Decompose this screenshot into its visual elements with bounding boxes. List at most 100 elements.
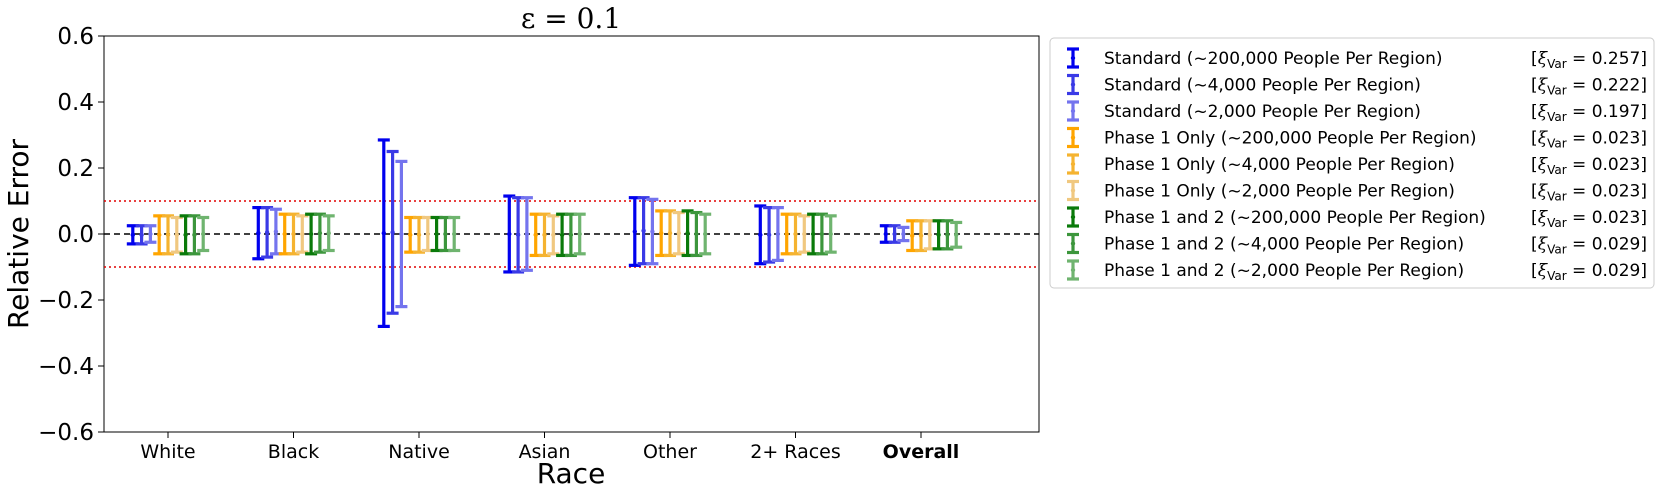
- error-bar-center: [667, 230, 673, 236]
- error-bar: [547, 214, 560, 256]
- error-bar-center: [766, 232, 772, 238]
- error-bar: [386, 149, 399, 315]
- y-axis-ticks: 0.6 0.4 0.2 0.0 −0.2 −0.4 −0.6: [38, 24, 104, 446]
- error-bar-center: [901, 231, 906, 237]
- x-tick-label: Native: [388, 441, 450, 463]
- error-bar: [395, 159, 408, 309]
- error-bar-center: [793, 231, 798, 237]
- error-bar-center: [381, 230, 386, 236]
- error-bar-center: [559, 232, 565, 238]
- error-bar-center: [192, 232, 197, 238]
- x-tick-label: White: [140, 441, 195, 463]
- legend-xi-value: [ξVar = 0.257]: [1531, 49, 1647, 71]
- error-bar-center: [148, 231, 153, 237]
- error-bar: [448, 215, 461, 253]
- error-bar: [573, 212, 586, 256]
- error-bar-center: [775, 231, 781, 237]
- error-bar-center: [650, 229, 655, 234]
- legend-item: Standard (~2,000 People Per Region) [ξVar…: [1067, 100, 1647, 124]
- y-tick-label: −0.4: [38, 354, 94, 380]
- legend-label: Phase 1 Only (~200,000 People Per Region…: [1104, 129, 1477, 149]
- error-bar: [815, 212, 828, 256]
- x-tick-label: Other: [643, 441, 697, 463]
- legend-label: Phase 1 Only (~4,000 People Per Region): [1104, 155, 1455, 175]
- error-bar-center: [703, 231, 708, 237]
- error-bar-center: [810, 231, 816, 237]
- legend-marker-center: [1070, 241, 1076, 246]
- y-tick-label: −0.6: [38, 420, 94, 446]
- error-bar-center: [317, 230, 323, 236]
- legend-item: Standard (~200,000 People Per Region) [ξV…: [1067, 47, 1647, 71]
- error-bar: [941, 219, 954, 251]
- error-bar-center: [434, 231, 439, 237]
- error-bar-center: [282, 231, 287, 237]
- error-bar-center: [300, 231, 305, 237]
- error-bar: [771, 206, 784, 262]
- y-tick-label: 0.0: [57, 222, 94, 248]
- error-bar-center: [507, 231, 512, 237]
- error-bar: [296, 214, 309, 254]
- error-bar: [322, 214, 335, 253]
- error-bar-center: [157, 232, 162, 238]
- error-bar-center: [256, 230, 261, 236]
- error-bar: [538, 212, 551, 258]
- error-bar-center: [945, 232, 950, 238]
- legend-marker-center: [1070, 214, 1076, 220]
- error-bar-center: [927, 232, 932, 238]
- error-bar-center: [264, 230, 270, 235]
- legend-xi-value: [ξVar = 0.023]: [1531, 155, 1647, 177]
- x-tick-label: 2+ Races: [750, 441, 841, 463]
- error-bar-center: [883, 231, 888, 237]
- error-bar-center: [936, 232, 941, 238]
- x-axis-ticks: White Black Native Asian Other 2+ Races Overal…: [140, 432, 959, 463]
- y-tick-label: 0.6: [57, 24, 94, 50]
- error-bar: [798, 214, 811, 254]
- error-bar-center: [819, 231, 825, 237]
- error-bar: [789, 212, 802, 256]
- error-bar-center: [291, 231, 296, 237]
- error-bar-center: [542, 232, 547, 238]
- error-bar: [664, 209, 676, 258]
- error-bar: [261, 206, 274, 259]
- y-tick-label: −0.2: [38, 288, 94, 314]
- error-bar-center: [452, 231, 457, 237]
- error-bar-center: [685, 230, 690, 236]
- error-bar-center: [568, 232, 574, 238]
- legend-label: Phase 1 and 2 (~4,000 People Per Region): [1104, 235, 1464, 255]
- error-bar-center: [632, 229, 637, 234]
- error-bar-center: [408, 232, 413, 238]
- legend-label: Standard (~200,000 People Per Region): [1104, 49, 1443, 69]
- error-bar-center: [174, 232, 179, 238]
- y-tick-label: 0.4: [57, 90, 94, 116]
- error-bar-center: [515, 232, 521, 238]
- error-bar: [888, 224, 901, 244]
- x-axis-label: Race: [537, 457, 606, 490]
- y-axis-label: Relative Error: [2, 138, 35, 329]
- error-bar: [252, 206, 265, 261]
- error-bar-center: [918, 233, 924, 238]
- legend-marker-center: [1070, 55, 1076, 61]
- error-bar-center: [425, 231, 430, 237]
- error-bar: [520, 196, 533, 272]
- error-bar: [144, 224, 157, 244]
- error-bar: [950, 220, 963, 249]
- x-tick-label: Black: [268, 441, 319, 463]
- legend-marker-center: [1070, 82, 1076, 87]
- error-bar-center: [784, 231, 789, 237]
- error-bar: [197, 215, 210, 253]
- error-bar: [564, 212, 577, 258]
- legend-marker-center: [1070, 108, 1076, 114]
- error-bar-center: [390, 230, 395, 235]
- error-bar-center: [551, 232, 556, 238]
- error-bar-center: [533, 232, 538, 238]
- error-bar: [646, 197, 659, 266]
- legend-label: Standard (~4,000 People Per Region): [1104, 76, 1421, 96]
- legend-marker-center: [1070, 135, 1076, 140]
- legend-xi-value: [ξVar = 0.029]: [1531, 261, 1647, 283]
- error-bar-center: [416, 232, 422, 238]
- error-bar: [162, 214, 174, 256]
- error-bar-center: [139, 232, 144, 238]
- error-bar: [690, 210, 703, 258]
- error-bar: [897, 225, 910, 243]
